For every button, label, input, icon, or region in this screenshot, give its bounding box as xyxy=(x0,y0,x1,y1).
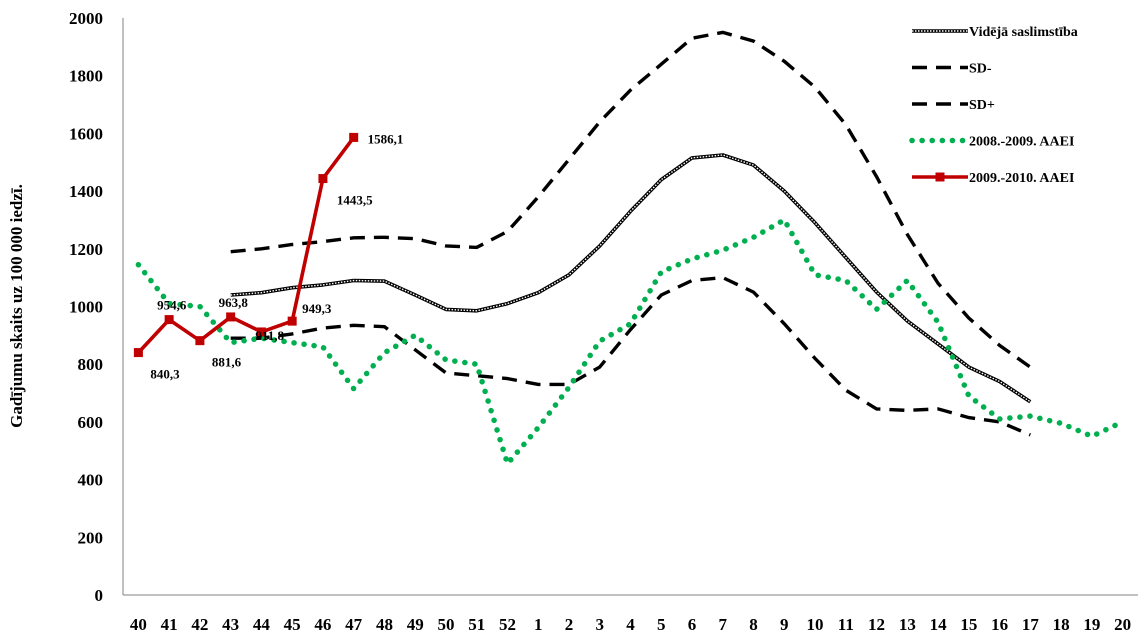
x-tick-label: 2 xyxy=(565,615,574,634)
series-3 xyxy=(230,30,1032,369)
series-4 xyxy=(135,216,1126,470)
legend-item: SD+ xyxy=(912,98,995,113)
x-tick-label: 11 xyxy=(838,615,854,634)
data-label: 840,3 xyxy=(150,367,180,382)
data-point xyxy=(164,315,174,325)
legend-label: 2009.-2010. AAEI xyxy=(969,171,1074,186)
y-tick-label: 400 xyxy=(78,471,104,490)
x-tick-label: 20 xyxy=(1114,615,1131,634)
x-tick-label: 47 xyxy=(345,615,363,634)
data-labels: 840,3 954,6 881,6 963,8 911,8 949,3 1443,5 1586… xyxy=(150,131,403,381)
data-label: 1443,5 xyxy=(337,193,373,208)
axes xyxy=(122,18,1138,596)
x-tick-label: 42 xyxy=(191,615,208,634)
x-tick-label: 52 xyxy=(499,615,516,634)
series-1 xyxy=(230,153,1032,404)
legend-label: 2008.-2009. AAEI xyxy=(969,135,1074,150)
series-line-inner xyxy=(230,154,1031,403)
legend-label: SD+ xyxy=(969,98,995,113)
data-point xyxy=(349,132,359,142)
legend: Vidējā saslimstība SD- SD+ 2008.-2009. AAEI… xyxy=(909,25,1078,186)
y-tick-label: 0 xyxy=(95,586,104,605)
x-tick-label: 51 xyxy=(468,615,485,634)
y-tick-label: 1600 xyxy=(69,124,103,143)
x-tick-label: 49 xyxy=(407,615,424,634)
series-line xyxy=(230,30,1032,369)
x-tick-label: 45 xyxy=(284,615,301,634)
x-tick-labels: 40 41 42 43 44 45 46 47 48 49 50 51 52 1 2 3 4 5 6 7 8 9 10 11 1… xyxy=(130,615,1131,634)
x-tick-label: 9 xyxy=(780,615,789,634)
series-line xyxy=(137,136,356,354)
series-5 xyxy=(133,132,359,358)
x-tick-label: 18 xyxy=(1053,615,1070,634)
series-2 xyxy=(230,275,1031,437)
y-tick-label: 200 xyxy=(78,528,104,547)
data-label: 954,6 xyxy=(157,298,187,313)
y-tick-label: 1800 xyxy=(69,67,103,86)
x-tick-label: 14 xyxy=(930,615,948,634)
x-tick-label: 15 xyxy=(960,615,977,634)
x-tick-label: 7 xyxy=(719,615,728,634)
x-tick-label: 48 xyxy=(376,615,393,634)
y-tick-label: 1400 xyxy=(69,182,103,201)
data-point xyxy=(318,174,328,184)
x-tick-label: 3 xyxy=(595,615,604,634)
x-tick-label: 5 xyxy=(657,615,666,634)
x-tick-label: 19 xyxy=(1083,615,1100,634)
x-tick-label: 17 xyxy=(1022,615,1040,634)
y-tick-labels: 0 200 400 600 800 1000 1200 1400 1600 1800 2000 xyxy=(69,9,103,605)
x-tick-label: 4 xyxy=(626,615,635,634)
data-label: 911,8 xyxy=(255,328,284,343)
x-tick-label: 12 xyxy=(868,615,885,634)
legend-item: 2008.-2009. AAEI xyxy=(909,135,1074,150)
legend-marker xyxy=(935,172,945,182)
data-point xyxy=(133,348,143,358)
x-tick-label: 44 xyxy=(253,615,271,634)
series-line xyxy=(135,216,1126,470)
x-tick-label: 8 xyxy=(749,615,758,634)
y-axis-label: Gadījumu skaits uz 100 000 iedzī. xyxy=(7,184,26,428)
data-point xyxy=(195,336,205,346)
x-tick-label: 46 xyxy=(314,615,331,634)
series-line xyxy=(230,275,1031,437)
series-group xyxy=(133,30,1126,470)
x-tick-label: 50 xyxy=(437,615,454,634)
x-tick-label: 1 xyxy=(534,615,543,634)
legend-label: SD- xyxy=(969,62,992,77)
y-tick-label: 800 xyxy=(78,355,104,374)
x-tick-label: 10 xyxy=(807,615,824,634)
legend-item: SD- xyxy=(912,62,992,77)
y-tick-label: 2000 xyxy=(69,9,103,28)
data-label: 963,8 xyxy=(219,295,249,310)
y-tick-label: 1200 xyxy=(69,240,103,259)
data-label: 949,3 xyxy=(302,301,332,316)
x-tick-label: 16 xyxy=(991,615,1008,634)
data-point xyxy=(256,327,266,337)
y-tick-label: 1000 xyxy=(69,298,103,317)
x-tick-label: 40 xyxy=(130,615,147,634)
x-tick-label: 43 xyxy=(222,615,239,634)
legend-item: Vidējā saslimstība xyxy=(912,25,1078,40)
data-label: 1586,1 xyxy=(368,131,404,146)
x-tick-label: 13 xyxy=(899,615,916,634)
y-tick-label: 600 xyxy=(78,413,104,432)
x-tick-label: 41 xyxy=(161,615,178,634)
data-point xyxy=(287,316,297,326)
data-label: 881,6 xyxy=(212,355,242,370)
data-point xyxy=(226,312,236,322)
legend-label: Vidējā saslimstība xyxy=(969,25,1078,40)
legend-item: 2009.-2010. AAEI xyxy=(912,171,1074,186)
x-tick-label: 6 xyxy=(688,615,697,634)
